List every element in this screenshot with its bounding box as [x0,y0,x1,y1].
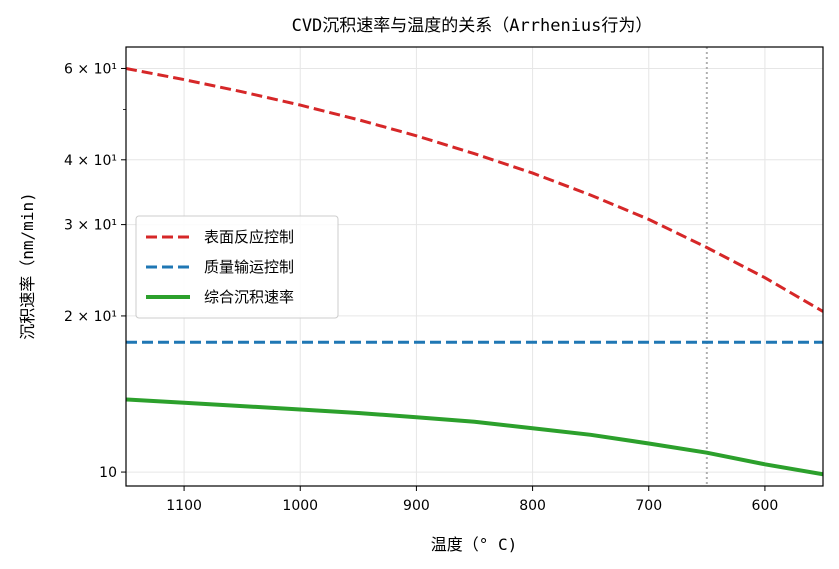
chart-title: CVD沉积速率与温度的关系（Arrhenius行为） [292,16,653,36]
x-tick-label: 600 [752,498,779,514]
x-tick-label: 900 [403,498,430,514]
x-tick-label: 800 [519,498,546,514]
x-axis-label: 温度（° C) [431,535,518,554]
x-tick-label: 1000 [282,498,318,514]
x-tick-label: 1100 [166,498,202,514]
y-tick-label: 6 × 10¹ [64,61,117,77]
y-axis: 10 2 × 10¹ 3 × 10¹ 4 × 10¹ 6 × 10¹ [64,61,126,481]
legend-label: 质量输运控制 [204,258,294,276]
y-tick-label: 2 × 10¹ [64,309,117,325]
legend-box [135,215,339,319]
series-line-3 [126,397,823,477]
y-tick-label: 3 × 10¹ [64,218,117,234]
y-axis-label: 沉积速率（nm/min) [18,192,37,339]
x-axis: 1100 1000 900 800 700 600 [166,486,778,514]
plot-frame [125,46,824,487]
legend-label: 综合沉积速率 [204,288,294,306]
grid [126,47,823,486]
legend-label: 表面反应控制 [204,228,294,246]
series-line-1 [126,67,823,313]
plot-area [126,47,823,486]
y-tick-label: 10 [99,465,117,481]
x-tick-label: 700 [635,498,662,514]
y-tick-label: 4 × 10¹ [64,153,117,169]
